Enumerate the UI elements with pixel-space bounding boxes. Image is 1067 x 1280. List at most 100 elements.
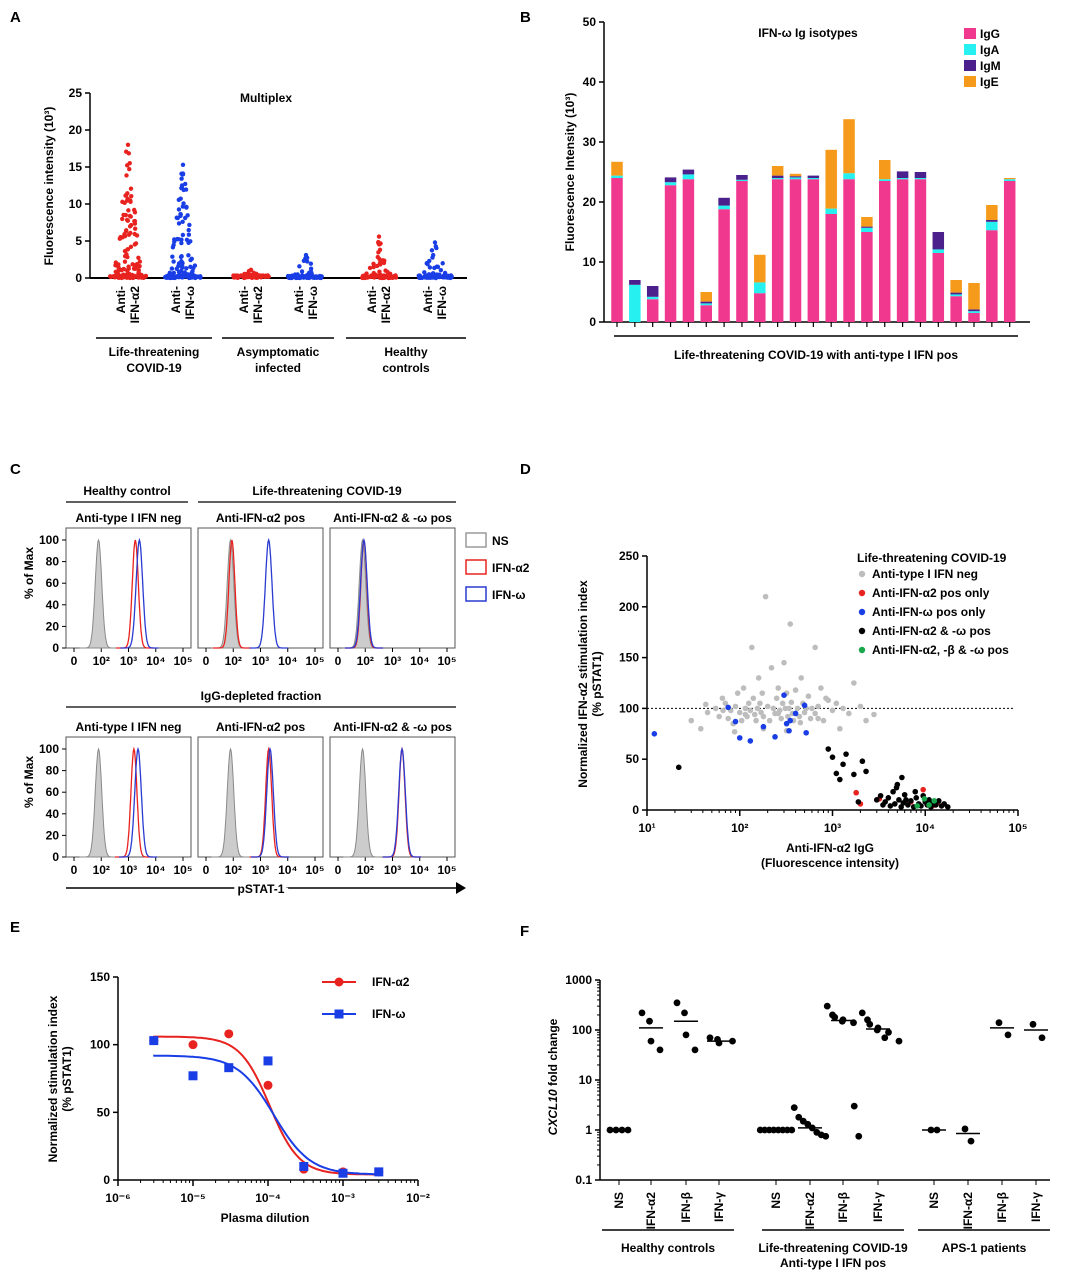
bar-segment-IgA xyxy=(986,221,998,231)
data-point xyxy=(944,804,951,810)
data-point xyxy=(747,707,754,714)
x-tick-label: 10⁵ xyxy=(438,863,457,877)
data-point xyxy=(903,797,909,803)
data-point xyxy=(116,262,121,267)
x-category-label-group: IFN-α2 xyxy=(803,1192,817,1230)
bar-segment-IgG xyxy=(700,305,712,322)
data-point xyxy=(124,217,130,223)
data-point xyxy=(803,729,809,736)
data-point xyxy=(749,644,755,651)
x-category-label-line2: IFN-α2 xyxy=(379,286,393,324)
bar-segment-IgG xyxy=(646,299,659,322)
bar-segment-IgM xyxy=(736,175,748,180)
panel-b: B IFN-ω Ig isotypes Fluorescence Intensi… xyxy=(520,9,1030,362)
data-point xyxy=(125,191,130,196)
x-category-label: Anti- IFN-ω xyxy=(292,286,320,319)
x-category-label-line2: IFN-ω xyxy=(306,286,320,319)
data-point xyxy=(314,275,319,280)
data-point xyxy=(308,261,314,266)
data-point xyxy=(299,269,305,274)
data-point xyxy=(873,1026,881,1034)
bar-segment-IgA xyxy=(932,249,945,253)
data-point xyxy=(121,212,126,218)
x-category-label: IFN-α2 xyxy=(803,1192,817,1230)
legend-label: Anti-type I IFN neg xyxy=(872,567,978,581)
data-point xyxy=(882,799,889,805)
y-tick-label: 15 xyxy=(69,160,83,174)
panel-c-ylabel-top: % of Max xyxy=(22,547,36,599)
panel-f: F CXCL10 fold change 0.1 1 10 100 1000 NS IFN… xyxy=(520,923,1050,1270)
data-point xyxy=(798,675,805,681)
y-tick-label: 80 xyxy=(46,764,60,778)
panel-d: D Normalized IFN-α2 stimulation index (%… xyxy=(520,461,1027,870)
data-point xyxy=(171,242,176,248)
y-tick-label: 40 xyxy=(583,75,597,89)
data-point xyxy=(736,735,743,741)
panel-e-axes: 0 50 100 150 10⁻⁶ 10⁻⁵ 10⁻⁴ 10⁻³ 10⁻² xyxy=(90,970,430,1205)
legend-swatch-IgA xyxy=(964,44,976,55)
data-point xyxy=(778,715,785,722)
x-tick-label: 10³ xyxy=(252,863,269,877)
data-point xyxy=(754,705,761,712)
bar-segment-IgM xyxy=(807,175,820,178)
data-point xyxy=(430,252,436,258)
data-point-circle xyxy=(188,1040,198,1050)
histogram-plot: Anti-IFN-α2 & -ω pos 0 10² 10³ 10⁴ 10⁵ xyxy=(329,720,457,877)
data-point xyxy=(434,272,439,277)
data-point xyxy=(912,788,919,795)
data-point xyxy=(787,621,794,627)
data-point xyxy=(378,262,383,267)
histogram-frame xyxy=(197,736,324,858)
panel-f-ylabel-gene: CXCL10 xyxy=(546,1089,560,1135)
data-point xyxy=(822,1132,830,1140)
data-point xyxy=(371,264,376,270)
bar-segment-IgA xyxy=(646,296,659,300)
data-point xyxy=(787,717,794,724)
legend-label: IgA xyxy=(980,43,1000,57)
data-point xyxy=(961,1125,969,1133)
panel-f-points xyxy=(606,999,1048,1145)
data-point xyxy=(449,275,454,280)
data-point xyxy=(175,236,180,242)
x-tick-label: 10⁻³ xyxy=(331,1191,355,1205)
legend-marker xyxy=(858,608,866,616)
panel-c-healthy-header: Healthy control xyxy=(83,484,170,498)
data-point xyxy=(180,219,185,224)
panel-d-letter: D xyxy=(520,461,531,478)
data-point xyxy=(815,703,821,710)
legend-label: Anti-IFN-α2 pos only xyxy=(872,586,990,600)
y-tick-label: 0 xyxy=(52,850,59,864)
x-category-label: IFN-β xyxy=(995,1192,1009,1223)
data-point xyxy=(124,173,129,178)
data-point xyxy=(829,707,836,714)
data-point xyxy=(920,786,926,793)
data-point xyxy=(132,226,138,231)
data-point xyxy=(178,254,184,260)
panel-c-x-arrow-head xyxy=(456,882,466,894)
bar-segment-IgG xyxy=(950,296,962,322)
legend-marker xyxy=(334,977,344,987)
data-point xyxy=(762,593,769,600)
data-point xyxy=(926,802,932,808)
data-point xyxy=(837,725,843,732)
legend-marker xyxy=(858,589,866,597)
data-point xyxy=(790,1104,798,1112)
data-point xyxy=(176,207,182,212)
data-point xyxy=(107,274,113,279)
panel-a-ylabel: Fluorescence intensity (10³) xyxy=(42,107,56,266)
bar-segment-IgM xyxy=(932,232,945,250)
bar-segment-IgM xyxy=(950,292,962,295)
data-point xyxy=(383,268,388,273)
data-point xyxy=(794,705,801,712)
x-category-label-group: NS xyxy=(927,1192,941,1209)
data-point xyxy=(781,659,787,666)
data-point xyxy=(176,269,182,275)
data-point xyxy=(126,264,131,269)
x-tick-label: 10³ xyxy=(120,654,137,668)
x-tick-label: 10⁵ xyxy=(306,654,325,668)
bar-segment-IgM xyxy=(986,220,998,222)
x-category-label-line1: Anti- xyxy=(169,286,183,313)
y-tick-label: 150 xyxy=(90,970,110,984)
data-point xyxy=(797,719,804,726)
data-point-square xyxy=(338,1168,348,1178)
